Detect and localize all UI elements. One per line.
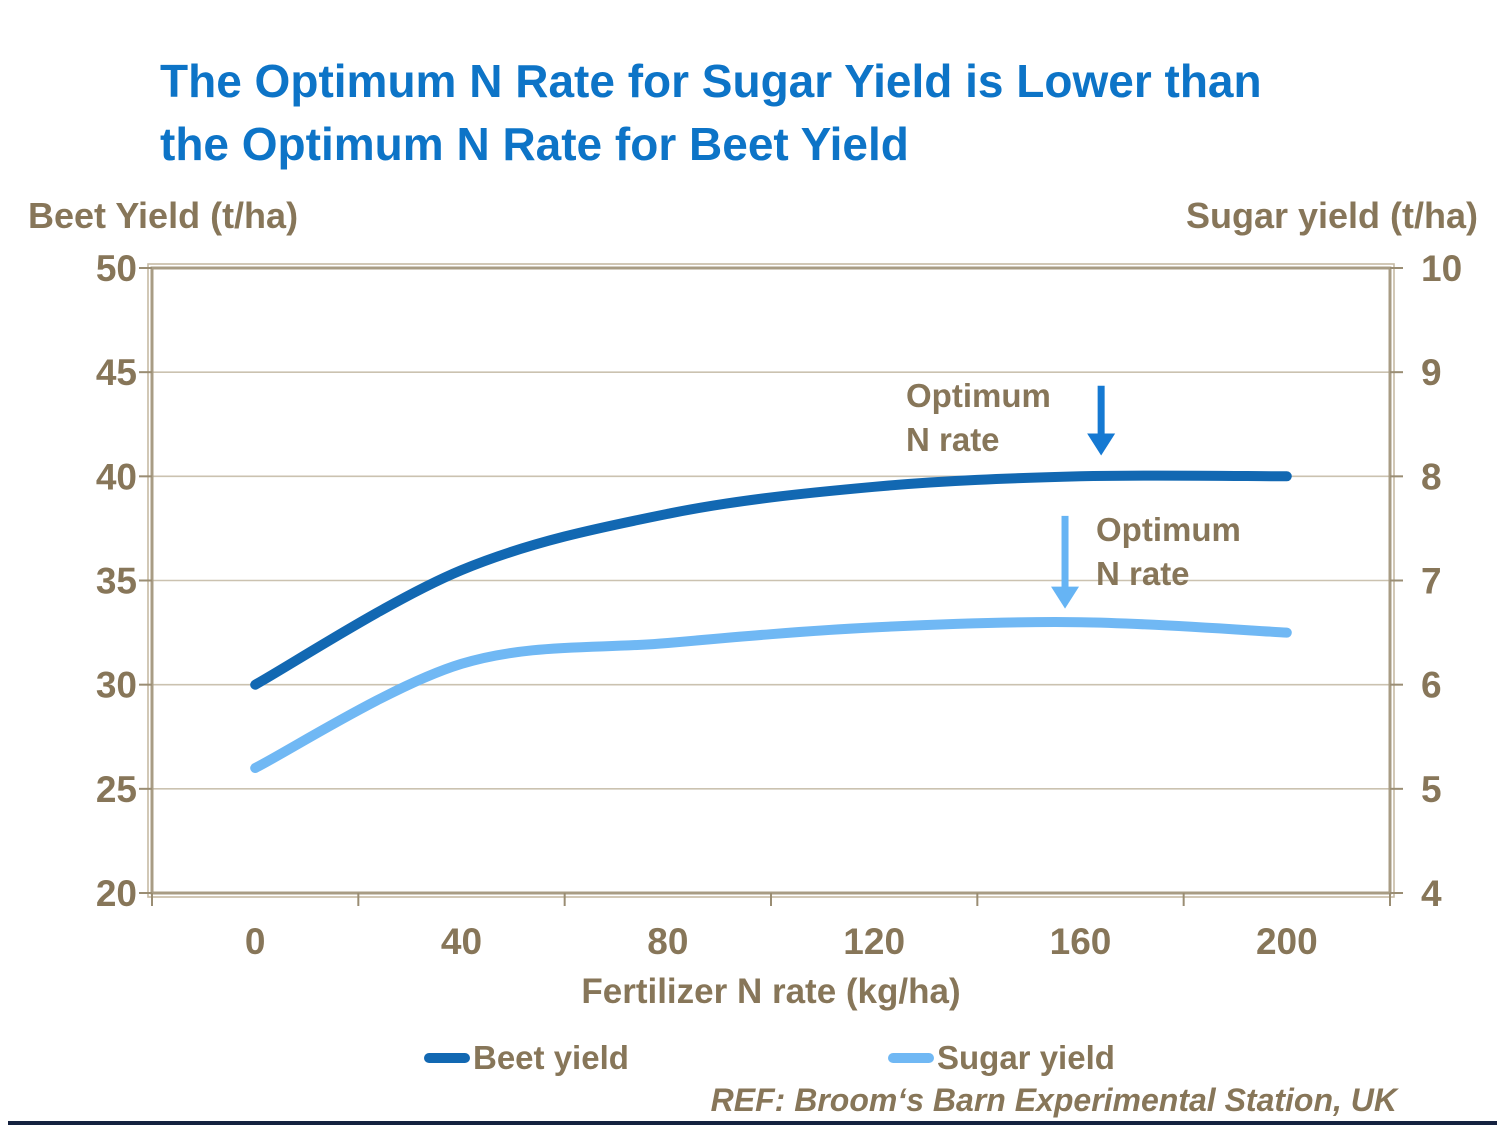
beet-yield-line-swatch bbox=[424, 1053, 470, 1063]
sugar-yield-optimum-arrow-icon bbox=[1051, 586, 1080, 609]
legend-label-sugar-yield: Sugar yield bbox=[937, 1039, 1115, 1076]
left-axis-tick-label: 35 bbox=[96, 561, 137, 602]
beet-yield-line bbox=[250, 470, 1292, 690]
x-axis-tick-label: 120 bbox=[843, 921, 905, 962]
x-axis-tick-label: 200 bbox=[1256, 921, 1318, 962]
legend: Beet yield Sugar yield bbox=[0, 1036, 1501, 1084]
left-axis-tick-label: 30 bbox=[96, 665, 137, 706]
sugar-optimum-annotation-line2: N rate bbox=[1096, 555, 1190, 592]
legend-item-beet-yield: Beet yield bbox=[424, 1036, 629, 1080]
right-axis-tick-label: 10 bbox=[1421, 248, 1462, 289]
right-axis-tick-label: 7 bbox=[1421, 561, 1442, 602]
chart-title: The Optimum N Rate for Sugar Yield is Lo… bbox=[160, 50, 1420, 176]
beet-optimum-annotation-line2: N rate bbox=[906, 421, 1000, 458]
right-axis-tick-label: 9 bbox=[1421, 352, 1442, 393]
right-axis-title: Sugar yield (t/ha) bbox=[1185, 195, 1478, 236]
right-axis-tick-label: 4 bbox=[1421, 873, 1442, 914]
legend-item-sugar-yield: Sugar yield bbox=[888, 1036, 1115, 1080]
bottom-divider bbox=[8, 1121, 1497, 1125]
chart-title-line1: The Optimum N Rate for Sugar Yield is Lo… bbox=[160, 55, 1262, 107]
x-axis-tick-label: 80 bbox=[647, 921, 688, 962]
beet-optimum-annotation-line1: Optimum bbox=[906, 377, 1051, 414]
sugar-yield-line-swatch bbox=[888, 1053, 934, 1063]
beet-yield-optimum-arrow-icon bbox=[1087, 433, 1116, 456]
left-axis-tick-label: 25 bbox=[96, 769, 137, 810]
beet-optimum-annotation: Optimum N rate bbox=[906, 374, 1051, 462]
left-axis-tick-label: 20 bbox=[96, 873, 137, 914]
right-axis-tick-label: 8 bbox=[1421, 456, 1442, 497]
sugar-yield-line bbox=[250, 617, 1292, 773]
sugar-optimum-annotation-line1: Optimum bbox=[1096, 511, 1241, 548]
legend-label-beet-yield: Beet yield bbox=[473, 1039, 629, 1076]
left-axis-tick-label: 45 bbox=[96, 352, 137, 393]
x-axis-title: Fertilizer N rate (kg/ha) bbox=[581, 972, 961, 1011]
left-axis-tick-label: 50 bbox=[96, 248, 137, 289]
right-axis-tick-label: 5 bbox=[1421, 769, 1442, 810]
reference-text: REF: Broom‘s Barn Experimental Station, … bbox=[710, 1082, 1397, 1118]
chart-title-line2: the Optimum N Rate for Beet Yield bbox=[160, 118, 909, 170]
x-axis-tick-label: 0 bbox=[245, 921, 266, 962]
x-axis-tick-label: 40 bbox=[441, 921, 482, 962]
right-axis-tick-label: 6 bbox=[1421, 665, 1442, 706]
sugar-optimum-annotation: Optimum N rate bbox=[1096, 508, 1241, 596]
left-axis-title: Beet Yield (t/ha) bbox=[28, 195, 299, 236]
x-axis-tick-label: 160 bbox=[1050, 921, 1112, 962]
left-axis-tick-label: 40 bbox=[96, 456, 137, 497]
